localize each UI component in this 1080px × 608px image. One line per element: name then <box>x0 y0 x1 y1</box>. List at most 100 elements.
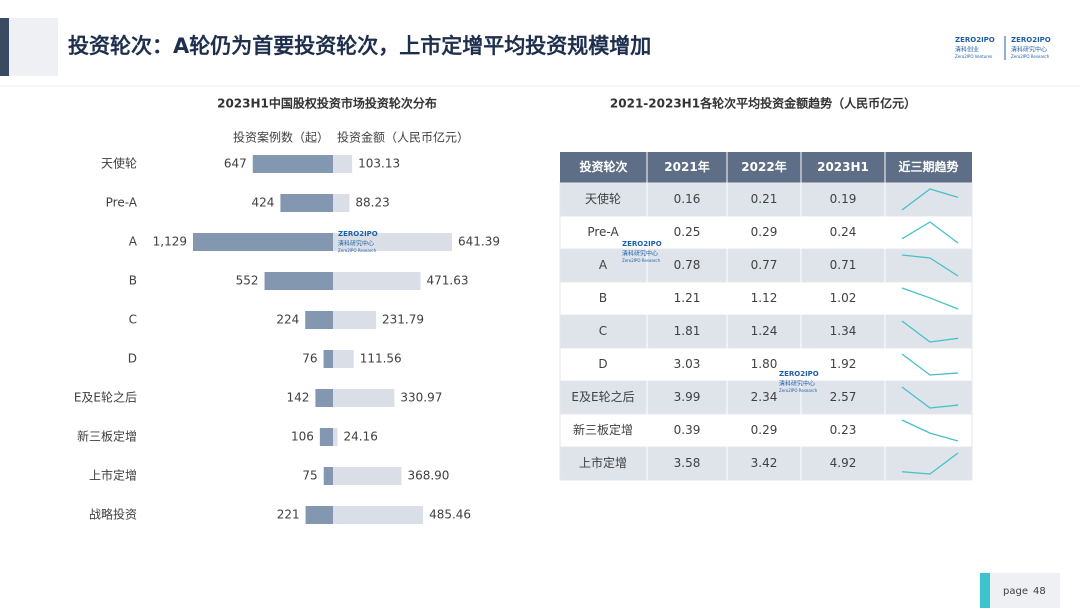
category-label: 新三板定增 <box>77 429 137 444</box>
cell-value: 4.92 <box>830 456 857 470</box>
cell-value: 2.34 <box>751 390 778 404</box>
watermark-en: Zero2IPO Research <box>622 258 661 263</box>
bar <box>333 194 350 212</box>
cell-value: 2.57 <box>830 390 857 404</box>
logo: ZERO2IPO 清科创业 Zero2IPO Ventures ZERO2IPO… <box>955 36 1051 60</box>
sparkline <box>901 287 959 310</box>
column-header: 2021年 <box>664 159 709 174</box>
value-label: 1,129 <box>153 235 187 249</box>
bar <box>333 389 395 407</box>
cell-value: 0.77 <box>751 258 778 272</box>
row-label: Pre-A <box>587 225 619 239</box>
value-label: 75 <box>302 469 317 483</box>
cell-value: 0.71 <box>830 258 857 272</box>
sparkline <box>901 221 959 244</box>
table-title: 2021-2023H1各轮次平均投资金额趋势（人民币亿元） <box>610 96 916 111</box>
page-number: 48 <box>1033 586 1046 597</box>
column-header: 投资轮次 <box>579 159 627 174</box>
bar <box>280 194 333 212</box>
sparkline <box>901 254 959 277</box>
watermark-brand: ZERO2IPO <box>779 370 819 378</box>
value-label: 641.39 <box>458 235 500 249</box>
bar <box>333 272 421 290</box>
category-label: Pre-A <box>106 196 138 210</box>
category-label: 战略投资 <box>89 507 137 522</box>
watermark-name: 清科研究中心 <box>622 250 658 258</box>
category-label: E及E轮之后 <box>74 391 137 405</box>
table-row <box>559 413 973 448</box>
bar <box>193 233 333 251</box>
value-label: 368.90 <box>407 469 449 483</box>
bar <box>333 467 402 485</box>
cell-value: 0.29 <box>751 225 778 239</box>
cell-value: 0.21 <box>751 192 778 206</box>
logo-brand: ZERO2IPO <box>1011 36 1051 44</box>
bar <box>333 233 452 251</box>
watermark-en: Zero2IPO Research <box>338 248 377 253</box>
row-label: C <box>599 324 607 338</box>
value-label: 224 <box>276 313 299 327</box>
cell-value: 1.24 <box>751 324 778 338</box>
value-label: 485.46 <box>429 508 471 522</box>
cell-value: 0.23 <box>830 423 857 437</box>
row-label: D <box>598 357 607 371</box>
bar <box>252 155 333 173</box>
category-label: 天使轮 <box>101 156 137 171</box>
table-row <box>559 215 973 250</box>
column-header: 2022年 <box>741 159 786 174</box>
table-row <box>559 347 973 382</box>
category-label: A <box>129 235 138 249</box>
row-label: E及E轮之后 <box>571 390 634 404</box>
cell-value: 1.81 <box>674 324 701 338</box>
column-header: 近三期趋势 <box>898 159 958 174</box>
chart-title: 2023H1中国股权投资市场投资轮次分布 <box>217 96 437 111</box>
cell-value: 1.92 <box>830 357 857 371</box>
cell-value: 1.80 <box>751 357 778 371</box>
cell-value: 3.99 <box>674 390 701 404</box>
category-label: D <box>128 352 137 366</box>
row-label: A <box>599 258 608 272</box>
page-accent <box>980 573 990 608</box>
value-label: 103.13 <box>358 157 400 171</box>
sparkline <box>901 386 959 409</box>
value-label: 221 <box>277 508 300 522</box>
row-label: 上市定增 <box>579 455 627 470</box>
value-label: 76 <box>302 352 317 366</box>
value-label: 231.79 <box>382 313 424 327</box>
bar <box>319 428 333 446</box>
sparkline <box>901 188 959 211</box>
table-row <box>559 281 973 316</box>
value-label: 111.56 <box>360 352 402 366</box>
cell-value: 0.29 <box>751 423 778 437</box>
table-row <box>559 314 973 349</box>
logo-en: Zero2IPO Ventures <box>955 54 992 59</box>
page-title: 投资轮次：A轮仍为首要投资轮次，上市定增平均投资规模增加 <box>68 34 651 58</box>
sparkline <box>901 320 959 343</box>
title-accent <box>0 18 9 76</box>
cell-value: 1.02 <box>830 291 857 305</box>
watermark-brand: ZERO2IPO <box>338 230 378 238</box>
value-label: 24.16 <box>343 430 377 444</box>
page-word: page <box>1003 586 1028 597</box>
watermark-name: 清科研究中心 <box>338 240 374 248</box>
category-label: 上市定增 <box>89 468 137 483</box>
value-label: 552 <box>236 274 259 288</box>
category-label: B <box>129 274 137 288</box>
bar <box>305 311 333 329</box>
bar <box>333 311 377 329</box>
bar <box>333 506 424 524</box>
cell-value: 0.78 <box>674 258 701 272</box>
cell-value: 0.39 <box>674 423 701 437</box>
cell-value: 0.19 <box>830 192 857 206</box>
cell-value: 3.58 <box>674 456 701 470</box>
logo-en: Zero2IPO Research <box>1011 54 1050 59</box>
value-label: 88.23 <box>355 196 389 210</box>
logo-name: 清科研究中心 <box>1011 46 1047 54</box>
bar <box>264 272 333 290</box>
table-row <box>559 446 973 481</box>
title-box <box>9 18 58 76</box>
bar <box>315 389 333 407</box>
sparkline <box>901 419 959 442</box>
watermark-en: Zero2IPO Research <box>779 388 818 393</box>
